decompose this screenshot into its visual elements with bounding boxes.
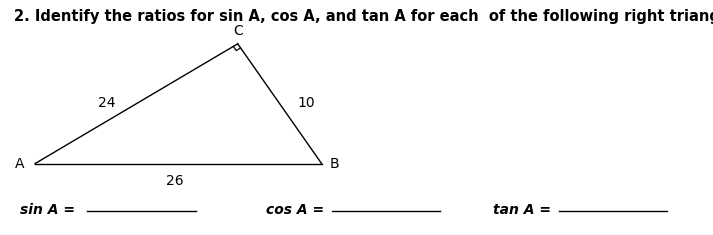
Text: 24: 24 xyxy=(98,96,116,110)
Text: 10: 10 xyxy=(297,96,314,110)
Text: A: A xyxy=(15,157,24,171)
Text: sin A =: sin A = xyxy=(20,203,80,217)
Text: cos A =: cos A = xyxy=(266,203,329,217)
Text: C: C xyxy=(233,24,242,38)
Text: tan A =: tan A = xyxy=(493,203,555,217)
Text: B: B xyxy=(329,157,339,171)
Text: 2. Identify the ratios for sin A, cos A, and tan A for each  of the following ri: 2. Identify the ratios for sin A, cos A,… xyxy=(14,9,713,24)
Text: 26: 26 xyxy=(166,174,184,188)
